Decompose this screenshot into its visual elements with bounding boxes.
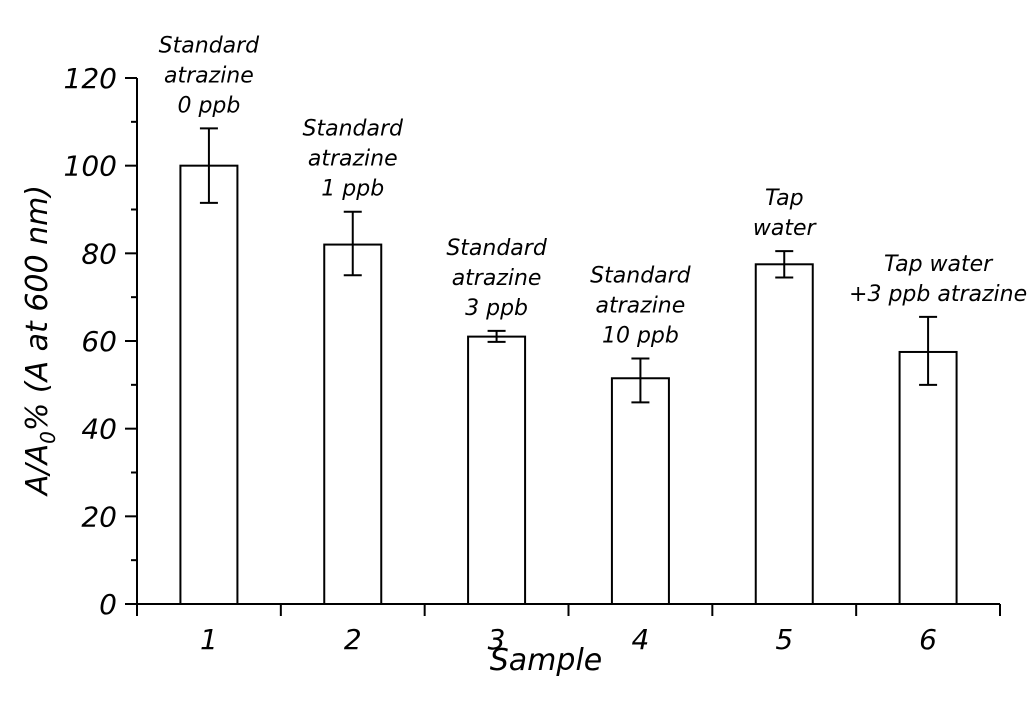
annotation-line: atrazine bbox=[308, 147, 398, 172]
y-tick-label: 20 bbox=[81, 500, 117, 533]
bar-annotations: Standard atrazine 0 ppb Standard atrazine 1 p… bbox=[159, 33, 1027, 348]
annotation-line: Tap bbox=[765, 186, 804, 211]
error-bar-4 bbox=[631, 357, 650, 404]
annotation-line: +3 ppb atrazine bbox=[849, 282, 1027, 307]
y-tick-label: 40 bbox=[81, 413, 117, 446]
x-tick-label-2: 2 bbox=[344, 623, 362, 656]
annotation-line: Tap water bbox=[884, 252, 994, 277]
y-axis-label-rest: % (A at 600 nm) bbox=[20, 185, 55, 431]
annotation-line: water bbox=[753, 216, 818, 241]
bar-5 bbox=[754, 263, 814, 605]
error-bar-1 bbox=[199, 127, 218, 204]
x-axis-label: Sample bbox=[490, 643, 603, 678]
error-bar-2 bbox=[343, 210, 362, 277]
y-tick-label: 60 bbox=[81, 325, 117, 358]
y-tick-label: 120 bbox=[64, 62, 117, 95]
annotation-line: 3 ppb bbox=[465, 296, 528, 321]
x-tick-label-5: 5 bbox=[775, 623, 793, 656]
bar-6 bbox=[898, 350, 958, 606]
bars bbox=[179, 164, 958, 606]
y-axis-label: A/A0% (A at 600 nm) bbox=[20, 185, 60, 497]
annotation-line: Standard bbox=[446, 236, 548, 261]
error-bar-6 bbox=[919, 315, 938, 386]
bar-annotation-6: Tap water +3 ppb atrazine bbox=[849, 252, 1027, 307]
annotation-line: atrazine bbox=[596, 294, 686, 319]
annotation-line: atrazine bbox=[164, 63, 254, 88]
y-tick-label: 80 bbox=[81, 237, 117, 270]
x-tick-label-1: 1 bbox=[200, 623, 218, 656]
annotation-line: 1 ppb bbox=[321, 177, 384, 202]
bar-annotation-1: Standard atrazine 0 ppb bbox=[159, 33, 261, 118]
bar-annotation-5: Tap water bbox=[753, 186, 818, 241]
y-tick-labels: 0 20 40 60 80 100 120 bbox=[64, 62, 117, 621]
bar-annotation-3: Standard atrazine 3 ppb bbox=[446, 236, 548, 321]
bar-4 bbox=[610, 377, 670, 605]
bar-3 bbox=[467, 335, 527, 605]
x-tick-labels: 1 2 3 4 5 6 bbox=[200, 623, 937, 656]
x-tick-label-4: 4 bbox=[632, 623, 650, 656]
bar-2 bbox=[323, 243, 383, 605]
error-bars bbox=[199, 127, 938, 404]
bar-annotation-2: Standard atrazine 1 ppb bbox=[303, 117, 405, 202]
annotation-line: atrazine bbox=[452, 266, 542, 291]
annotation-line: Standard bbox=[590, 264, 692, 289]
error-bar-5 bbox=[775, 250, 794, 279]
annotation-line: 0 ppb bbox=[177, 93, 240, 118]
bar-annotation-4: Standard atrazine 10 ppb bbox=[590, 264, 692, 349]
x-tick-label-3: 3 bbox=[488, 623, 506, 656]
annotation-line: Standard bbox=[303, 117, 405, 142]
error-bar-3 bbox=[487, 329, 506, 343]
axes bbox=[125, 77, 1001, 616]
y-tick-label: 0 bbox=[99, 588, 117, 621]
x-tick-label-6: 6 bbox=[919, 623, 937, 656]
y-tick-label: 100 bbox=[64, 150, 117, 183]
y-axis-label-subscript: 0 bbox=[36, 431, 60, 444]
annotation-line: Standard bbox=[159, 33, 261, 58]
annotation-line: 10 ppb bbox=[602, 324, 679, 349]
bar-1 bbox=[179, 164, 239, 606]
y-axis-label-main: A/A bbox=[20, 444, 55, 497]
